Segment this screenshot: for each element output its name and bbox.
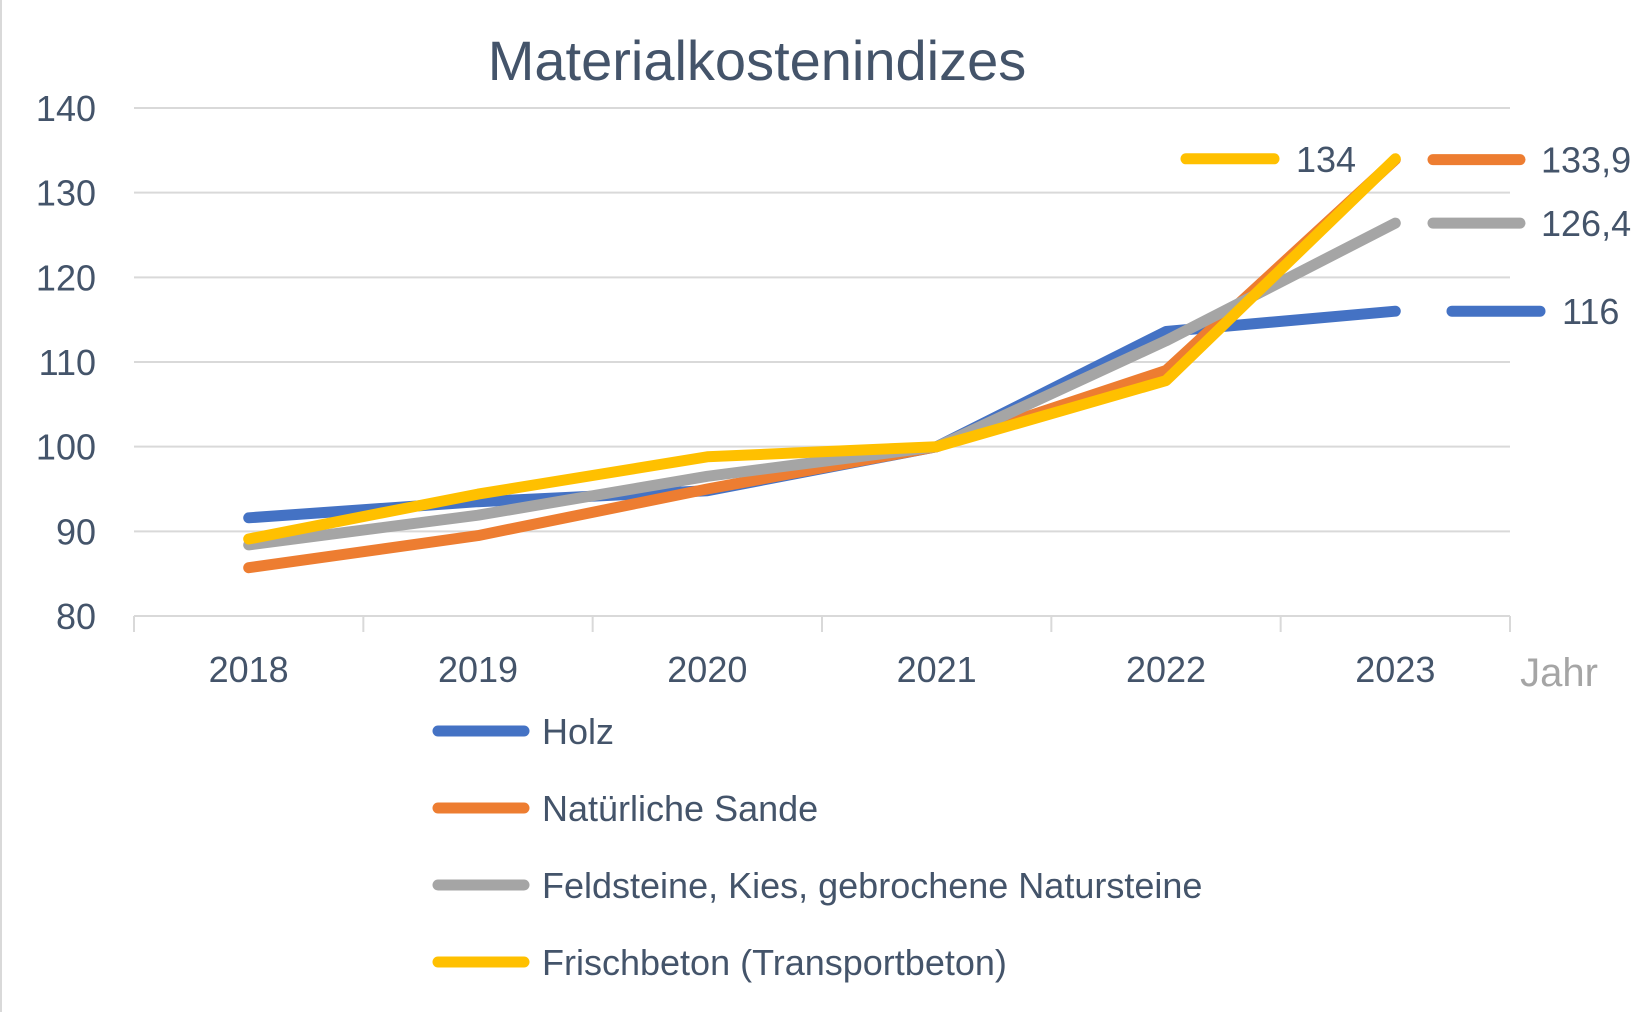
x-tick-label: 2022 (1126, 649, 1206, 690)
x-tick-label: 2021 (897, 649, 977, 690)
y-tick-label: 130 (36, 173, 96, 214)
series-line (243, 217, 1401, 551)
legend-label: Natürliche Sande (542, 788, 818, 829)
y-tick-label: 110 (39, 342, 96, 383)
y-tick-label: 140 (36, 88, 96, 129)
y-tick-label: 80 (56, 596, 96, 637)
end-value-label: 116 (1562, 291, 1619, 332)
end-labels: 116 133,9 126,4 134 (1180, 139, 1631, 332)
legend-label: Feldsteine, Kies, gebrochene Natursteine (542, 865, 1202, 906)
x-axis: 2018 2019 2020 2021 2022 2023 (133, 615, 1511, 690)
legend: Holz Natürliche Sande Feldsteine, Kies, ge… (432, 711, 1202, 983)
end-value-label: 126,4 (1541, 203, 1631, 244)
series-line (243, 154, 1401, 574)
chart-title: Materialkostenindizes (488, 29, 1026, 92)
x-axis-title: Jahr (1520, 651, 1598, 695)
legend-label: Holz (542, 711, 614, 752)
y-tick-label: 100 (36, 427, 96, 468)
legend-label: Frischbeton (Transportbeton) (542, 942, 1007, 983)
end-value-label: 133,9 (1541, 140, 1631, 181)
x-tick-label: 2018 (209, 649, 289, 690)
x-tick-label: 2019 (438, 649, 518, 690)
end-value-label: 134 (1296, 139, 1356, 180)
y-tick-label: 90 (56, 511, 96, 552)
series-lines (243, 153, 1401, 574)
x-tick-label: 2020 (667, 649, 747, 690)
series-line (243, 153, 1401, 545)
x-tick-label: 2023 (1355, 649, 1435, 690)
y-axis-ticks: 80 90 100 110 120 130 140 (36, 88, 96, 637)
y-tick-label: 120 (36, 257, 96, 298)
